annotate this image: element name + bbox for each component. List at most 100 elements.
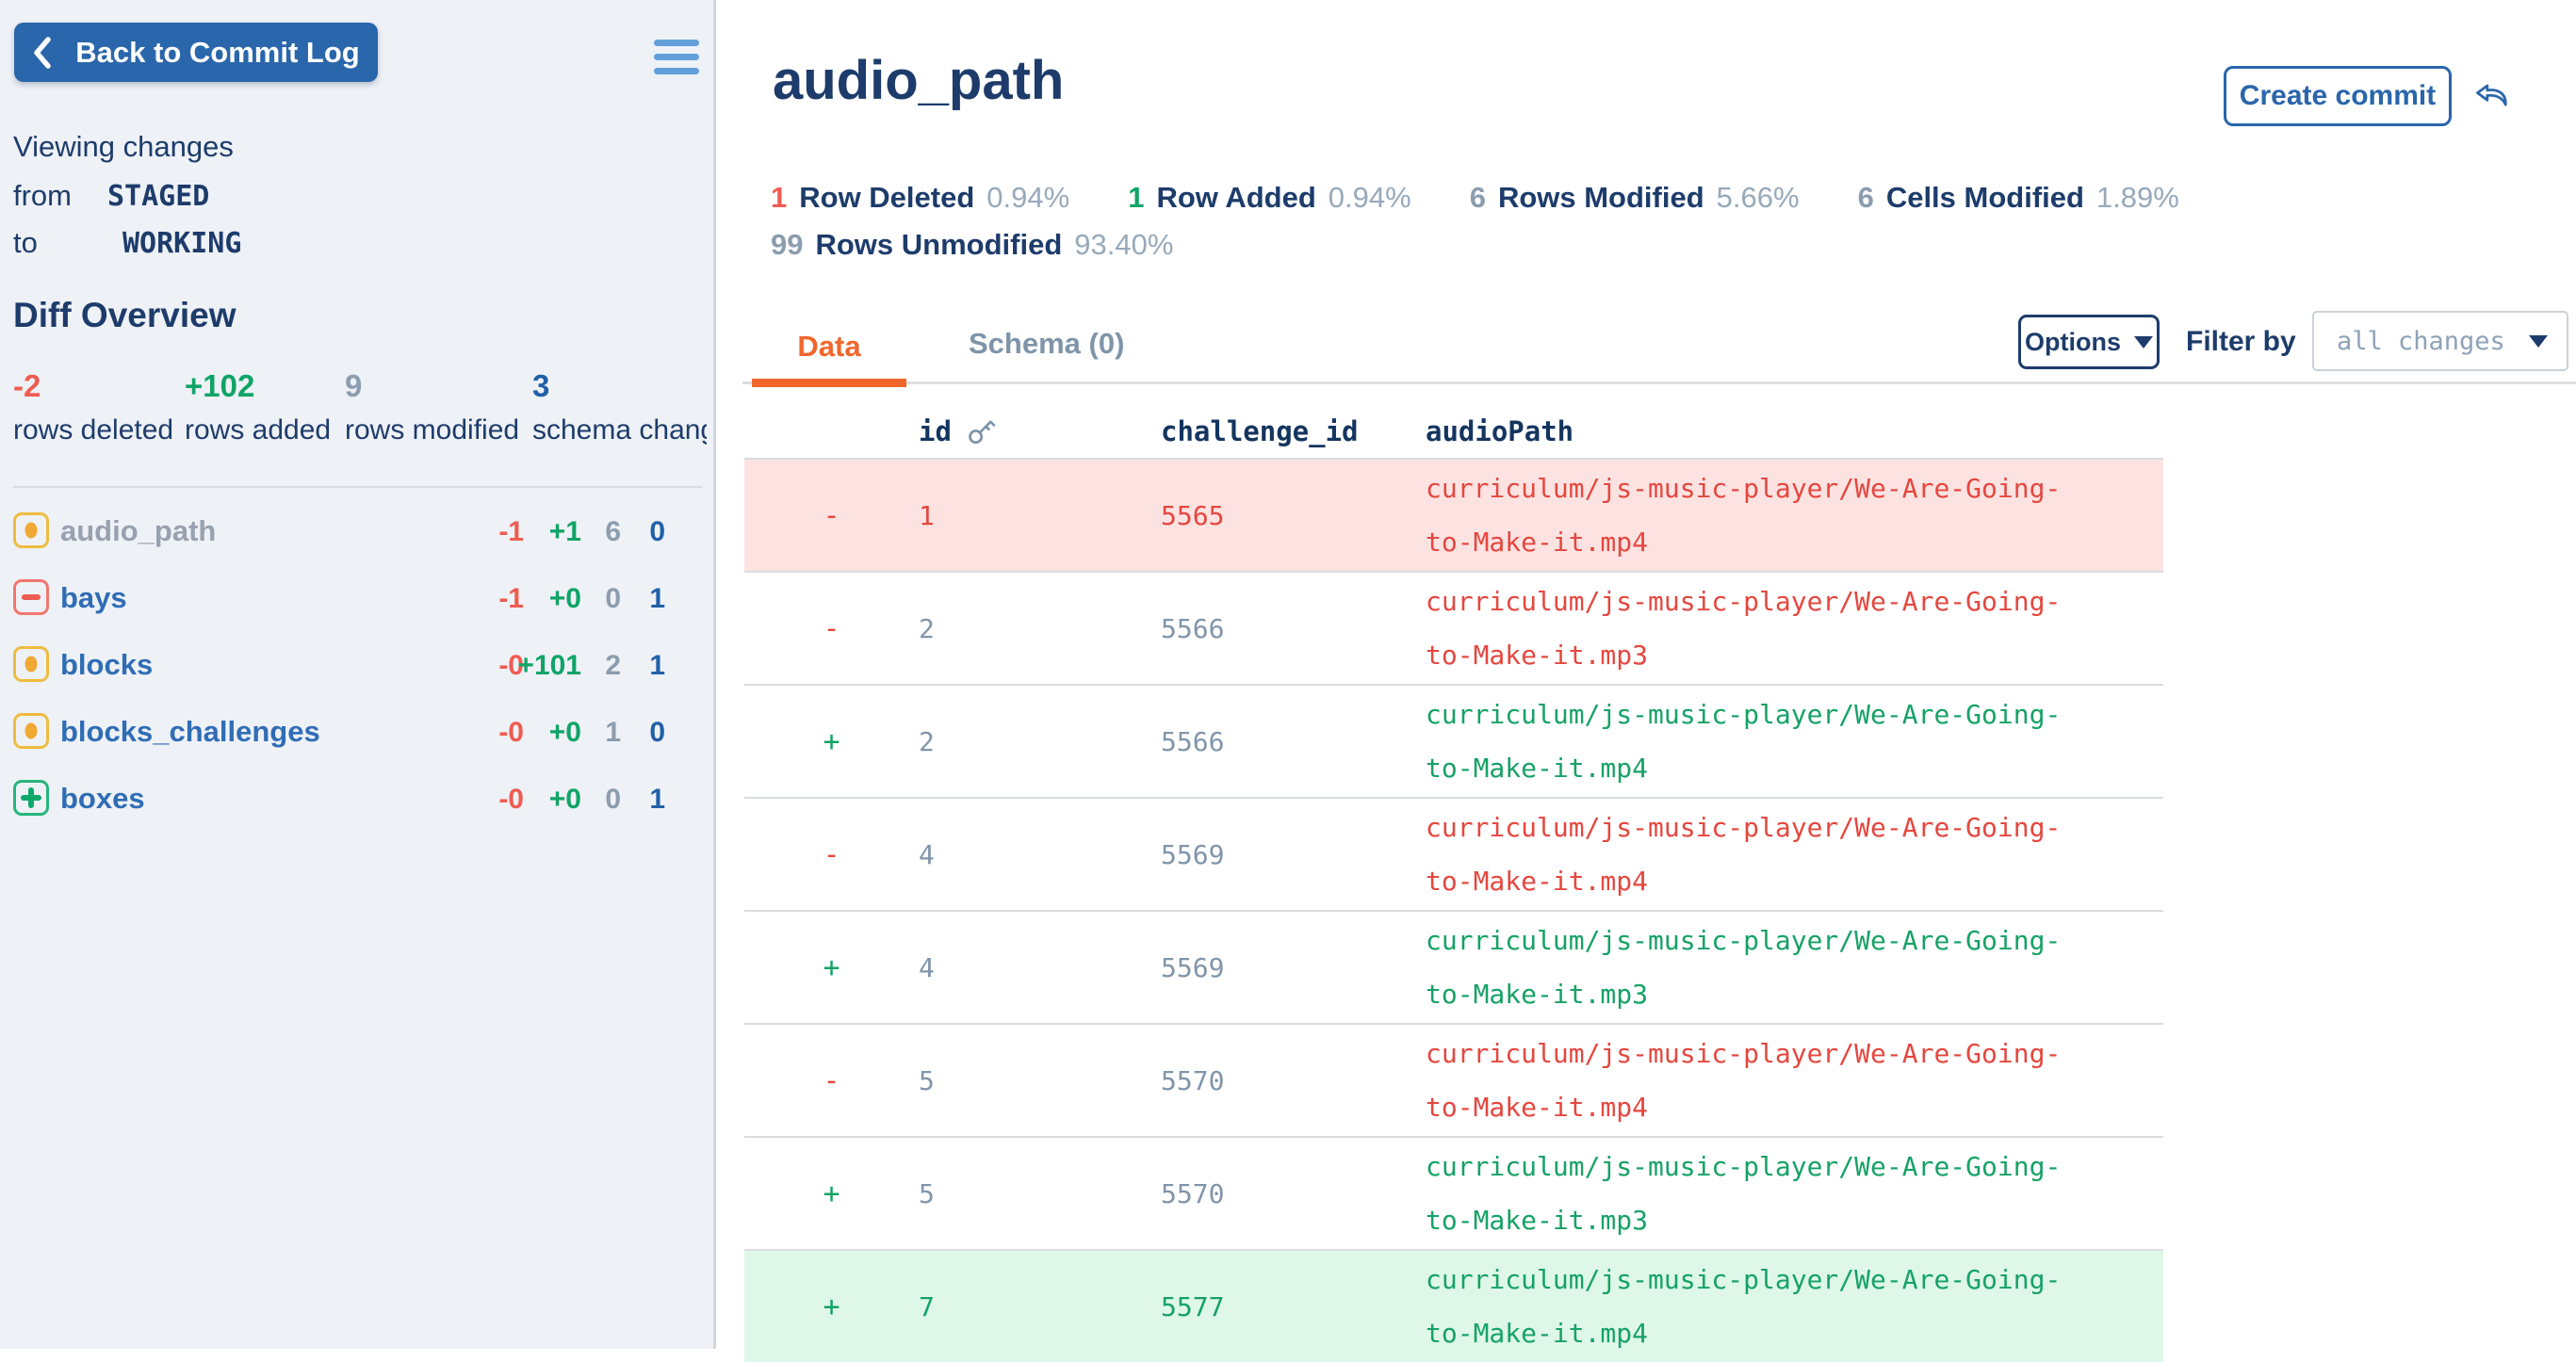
stat-percent: 0.94%	[1328, 181, 1411, 214]
table-row: + 4 5569 curriculum/js-music-player/We-A…	[744, 910, 2163, 1023]
table-name: blocks	[60, 648, 154, 681]
create-commit-button[interactable]: Create commit	[2224, 66, 2452, 126]
table-row: - 4 5569 curriculum/js-music-player/We-A…	[744, 797, 2163, 910]
table-row: - 5 5570 curriculum/js-music-player/We-A…	[744, 1023, 2163, 1136]
table-list-item[interactable]: blocks_challenges -0 +0 1 0	[0, 698, 713, 765]
id-column-header: id	[919, 415, 1161, 447]
stat-value: 1	[1128, 181, 1145, 214]
table-row: + 2 5566 curriculum/js-music-player/We-A…	[744, 684, 2163, 797]
diff-summary: -2 rows deleted +102 rows added 9 rows m…	[13, 367, 707, 471]
changed-tables-list: audio_path -1 +1 6 0 bays -1 +0 0 1 bloc…	[0, 497, 713, 832]
stat-label: Rows Unmodified	[815, 228, 1063, 261]
cell-audiopath: curriculum/js-music-player/We-Are-Going-…	[1426, 699, 2062, 784]
cell-audiopath: curriculum/js-music-player/We-Are-Going-…	[1426, 1151, 2062, 1236]
table-status-icon	[13, 512, 49, 548]
row-diff-sign: +	[823, 950, 840, 984]
hamburger-menu-icon[interactable]	[654, 40, 699, 74]
summary-value: 9	[345, 368, 363, 403]
summary-item: +102 rows added	[185, 367, 331, 446]
diff-stats-row2: 99 Rows Unmodified 93.40%	[771, 228, 1173, 262]
back-to-commit-log-button[interactable]: Back to Commit Log	[14, 23, 378, 82]
from-label: from	[13, 179, 72, 212]
count-rows-modified: 6	[605, 516, 621, 547]
stat-percent: 93.40%	[1074, 228, 1174, 261]
primary-key-icon	[969, 420, 996, 445]
page-title: audio_path	[773, 50, 1065, 111]
summary-label: schema chang	[532, 414, 707, 446]
table-name: boxes	[60, 782, 145, 815]
tab-data[interactable]: Data	[752, 330, 906, 387]
stat-item: 1 Row Added 0.94%	[1128, 181, 1411, 215]
stat-value: 6	[1469, 181, 1486, 214]
filter-select-value: all changes	[2337, 326, 2505, 356]
stat-label: Row Added	[1156, 181, 1316, 214]
diff-table-header: id challenge_id audioPath	[744, 405, 2163, 458]
diff-table: id challenge_id audioPath - 1 5565 curri…	[744, 405, 2163, 1362]
table-name: bays	[60, 581, 127, 614]
table-name: audio_path	[60, 514, 217, 547]
cell-challenge-id: 5569	[1161, 838, 1225, 870]
cell-audiopath: curriculum/js-music-player/We-Are-Going-…	[1426, 586, 2062, 671]
stat-label: Cells Modified	[1885, 181, 2084, 214]
summary-label: rows added	[185, 414, 332, 446]
stat-label: Row Deleted	[799, 181, 975, 214]
table-list-item[interactable]: blocks -0 +101 2 1	[0, 631, 713, 698]
count-rows-added: +0	[548, 583, 581, 614]
audiopath-column-header: audioPath	[1426, 415, 1574, 447]
filter-by-label: Filter by	[2186, 326, 2296, 357]
count-rows-deleted: -1	[498, 516, 524, 547]
row-diff-sign: +	[823, 1289, 840, 1323]
count-schema-changes: 1	[649, 784, 665, 815]
chevron-down-icon	[2529, 334, 2548, 348]
options-button[interactable]: Options	[2018, 315, 2160, 369]
cell-challenge-id: 5566	[1161, 725, 1225, 757]
filter-select[interactable]: all changes	[2312, 311, 2568, 371]
row-diff-sign: +	[823, 1176, 840, 1210]
stat-value: 99	[771, 228, 804, 261]
count-rows-added: +1	[548, 516, 581, 547]
row-diff-sign: -	[823, 837, 840, 871]
diff-overview-title: Diff Overview	[13, 296, 236, 334]
cell-challenge-id: 5570	[1161, 1064, 1225, 1096]
main-content: audio_path Create commit 1 Row Deleted 0…	[716, 0, 2576, 1362]
summary-item: -2 rows deleted	[13, 367, 173, 446]
count-rows-added: +101	[517, 650, 581, 681]
table-status-icon	[13, 780, 49, 816]
to-label: to	[13, 226, 38, 259]
table-list-item[interactable]: bays -1 +0 0 1	[0, 564, 713, 631]
from-ref: STAGED	[107, 180, 210, 213]
cell-id: 4	[919, 838, 935, 870]
stat-percent: 0.94%	[986, 181, 1070, 214]
count-schema-changes: 1	[649, 583, 665, 614]
stat-label: Rows Modified	[1497, 181, 1704, 214]
undo-icon[interactable]	[2472, 77, 2510, 111]
count-rows-deleted: -0	[498, 650, 524, 681]
row-diff-sign: -	[823, 611, 840, 645]
summary-item: 9 rows modified	[345, 367, 519, 446]
tab-bar: Data Schema (0)	[742, 318, 2576, 387]
cell-challenge-id: 5569	[1161, 951, 1225, 983]
chevron-left-icon	[34, 36, 52, 69]
table-list-item[interactable]: boxes -0 +0 0 1	[0, 765, 713, 832]
stat-percent: 5.66%	[1716, 181, 1800, 214]
count-rows-modified: 0	[605, 583, 621, 614]
chevron-down-icon	[2134, 335, 2153, 349]
row-diff-sign: -	[823, 498, 840, 532]
count-rows-deleted: -0	[498, 784, 524, 815]
table-list-item[interactable]: audio_path -1 +1 6 0	[0, 497, 713, 564]
sidebar-divider	[13, 486, 702, 488]
table-row: + 7 5577 curriculum/js-music-player/We-A…	[744, 1249, 2163, 1362]
cell-audiopath: curriculum/js-music-player/We-Are-Going-…	[1426, 473, 2062, 558]
cell-id: 2	[919, 612, 935, 644]
stat-percent: 1.89%	[2095, 181, 2179, 214]
count-rows-deleted: -0	[498, 717, 524, 748]
stat-value: 6	[1857, 181, 1874, 214]
summary-value: -2	[13, 368, 41, 403]
summary-label: rows deleted	[13, 414, 174, 446]
summary-item: 3 schema chang	[532, 367, 707, 446]
table-row: + 5 5570 curriculum/js-music-player/We-A…	[744, 1136, 2163, 1249]
cell-audiopath: curriculum/js-music-player/We-Are-Going-…	[1426, 925, 2062, 1010]
cell-id: 5	[919, 1177, 935, 1209]
cell-id: 5	[919, 1064, 935, 1096]
tab-schema[interactable]: Schema (0)	[969, 327, 1125, 360]
